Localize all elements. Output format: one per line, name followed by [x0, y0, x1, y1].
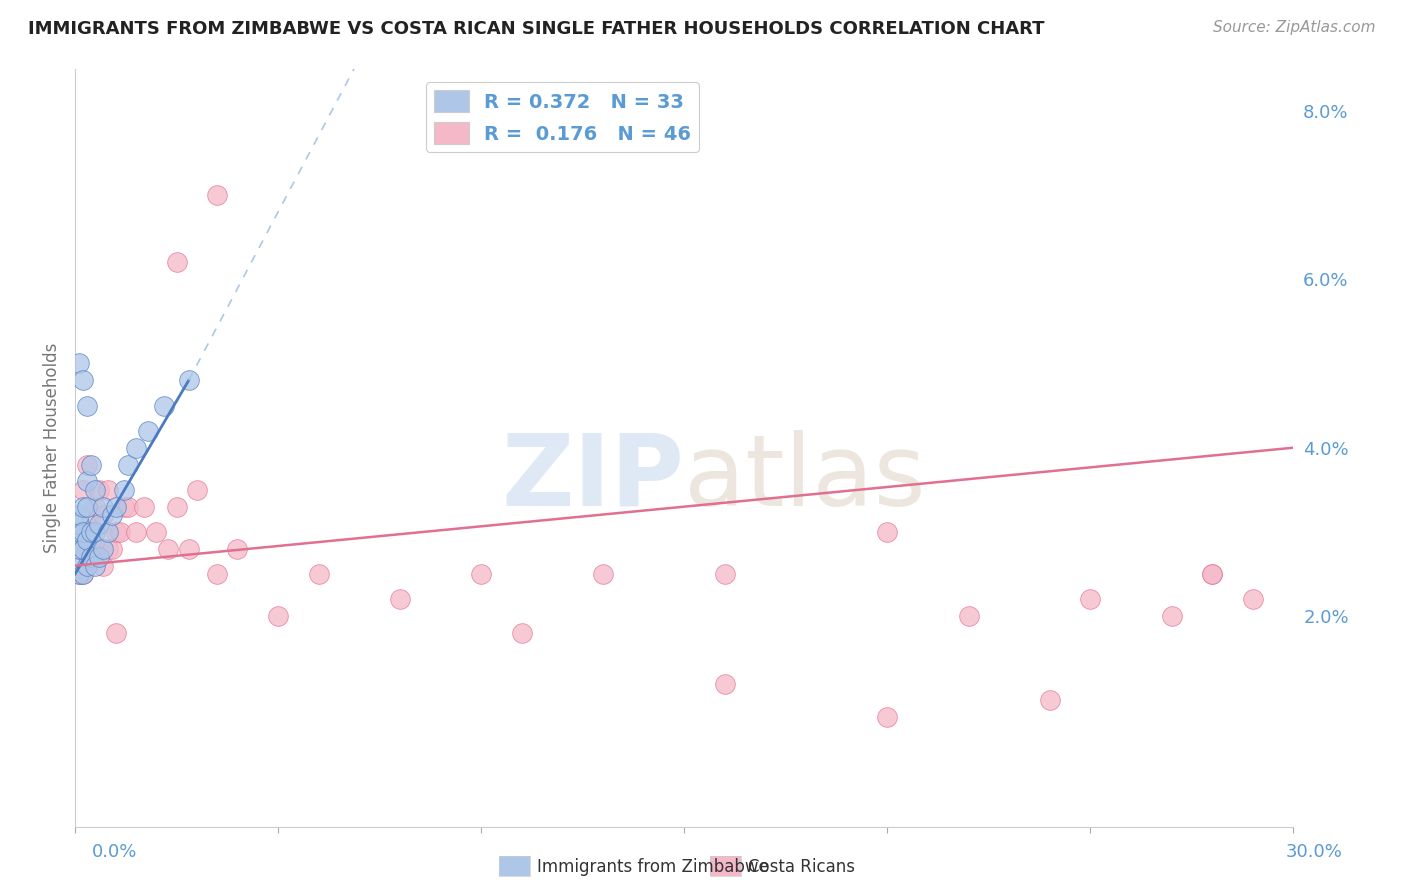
Point [76, 558, 98, 573]
Point [117, 500, 139, 514]
Point [1160, 609, 1182, 624]
Point [67, 567, 90, 582]
Point [876, 524, 898, 539]
Point [76, 500, 98, 514]
Point [108, 524, 131, 539]
Point [76, 524, 98, 539]
Point [93, 508, 115, 522]
Point [93, 558, 115, 573]
Point [96, 483, 118, 497]
Point [67, 567, 90, 582]
Point [510, 626, 533, 640]
Text: 30.0%: 30.0% [1286, 843, 1343, 861]
Point [714, 567, 737, 582]
Point [93, 541, 115, 556]
Point [145, 524, 167, 539]
Text: atlas: atlas [685, 430, 927, 526]
Point [72, 541, 94, 556]
Text: Immigrants from Zimbabwe: Immigrants from Zimbabwe [537, 858, 769, 876]
Point [166, 255, 188, 269]
Point [89, 483, 111, 497]
Point [186, 483, 208, 497]
Point [100, 508, 122, 522]
Point [93, 500, 115, 514]
Point [67, 516, 90, 531]
Point [205, 567, 228, 582]
Point [67, 524, 90, 539]
Text: IMMIGRANTS FROM ZIMBABWE VS COSTA RICAN SINGLE FATHER HOUSEHOLDS CORRELATION CHA: IMMIGRANTS FROM ZIMBABWE VS COSTA RICAN … [28, 20, 1045, 37]
Point [714, 676, 737, 690]
Point [84, 524, 107, 539]
Point [72, 541, 94, 556]
Point [72, 500, 94, 514]
Point [112, 500, 135, 514]
Point [84, 558, 107, 573]
Text: ZIP: ZIP [502, 430, 685, 526]
Point [84, 483, 107, 497]
Point [125, 524, 148, 539]
Point [1241, 592, 1264, 607]
Point [470, 567, 492, 582]
Point [67, 524, 90, 539]
Point [84, 500, 107, 514]
Point [76, 533, 98, 548]
Point [72, 567, 94, 582]
Point [84, 550, 107, 565]
Point [67, 541, 90, 556]
Point [89, 550, 111, 565]
Text: Source: ZipAtlas.com: Source: ZipAtlas.com [1212, 20, 1375, 35]
Point [876, 710, 898, 724]
Point [80, 458, 103, 472]
Point [67, 550, 90, 565]
Point [67, 356, 90, 370]
Point [104, 524, 127, 539]
Point [1039, 693, 1062, 707]
Point [76, 475, 98, 489]
Point [205, 188, 228, 202]
Point [100, 541, 122, 556]
Point [177, 541, 200, 556]
Point [67, 541, 90, 556]
Point [72, 483, 94, 497]
Point [132, 500, 155, 514]
Point [67, 508, 90, 522]
Point [1201, 567, 1223, 582]
Text: Costa Ricans: Costa Ricans [748, 858, 855, 876]
Point [96, 524, 118, 539]
Point [72, 373, 94, 387]
Point [177, 373, 200, 387]
Point [388, 592, 411, 607]
Point [76, 558, 98, 573]
Point [96, 541, 118, 556]
Point [89, 541, 111, 556]
Point [957, 609, 980, 624]
Point [136, 424, 159, 438]
Point [80, 508, 103, 522]
Point [80, 550, 103, 565]
Point [117, 458, 139, 472]
Point [112, 483, 135, 497]
Point [104, 626, 127, 640]
Point [1080, 592, 1102, 607]
Point [308, 567, 330, 582]
Point [166, 500, 188, 514]
Point [76, 458, 98, 472]
Point [72, 524, 94, 539]
Legend: R = 0.372   N = 33, R =  0.176   N = 46: R = 0.372 N = 33, R = 0.176 N = 46 [426, 82, 699, 153]
Point [76, 399, 98, 413]
Point [226, 541, 249, 556]
Point [104, 500, 127, 514]
Point [153, 399, 176, 413]
Point [80, 524, 103, 539]
Point [89, 516, 111, 531]
Point [80, 550, 103, 565]
Point [157, 541, 180, 556]
Point [592, 567, 614, 582]
Point [1201, 567, 1223, 582]
Point [267, 609, 290, 624]
Point [72, 567, 94, 582]
Text: 0.0%: 0.0% [91, 843, 136, 861]
Y-axis label: Single Father Households: Single Father Households [44, 343, 60, 553]
Point [125, 441, 148, 455]
